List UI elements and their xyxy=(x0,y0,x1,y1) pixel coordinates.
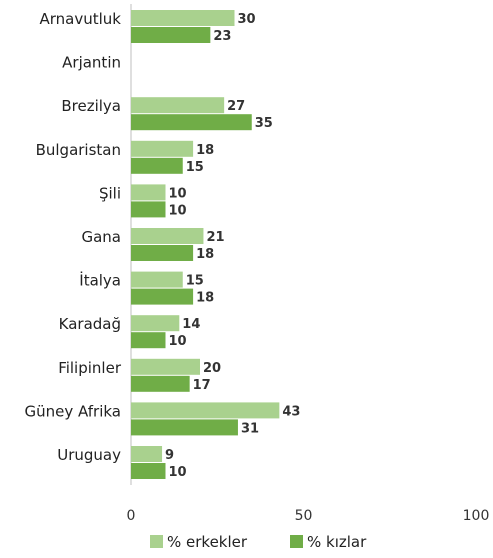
category-label: Karadağ xyxy=(59,315,121,333)
bar-erkekler xyxy=(131,228,204,244)
bar-erkekler xyxy=(131,402,280,419)
value-label: 10 xyxy=(169,203,187,218)
value-label: 14 xyxy=(182,317,200,332)
value-label: 18 xyxy=(196,291,214,306)
value-label: 20 xyxy=(203,361,221,376)
legend-label-kizlar: % kızlar xyxy=(307,533,367,551)
bar-kizlar xyxy=(131,419,238,436)
legend-swatch-kizlar xyxy=(290,535,303,548)
bars-group xyxy=(131,10,280,479)
bar-kizlar xyxy=(131,288,194,305)
legend-label-erkekler: % erkekler xyxy=(167,533,248,551)
bar-erkekler xyxy=(131,10,235,26)
value-label: 9 xyxy=(165,448,174,463)
bar-erkekler xyxy=(131,184,166,201)
bar-kizlar xyxy=(131,157,183,174)
category-label: İtalya xyxy=(79,271,121,290)
bar-kizlar xyxy=(131,332,166,349)
bar-erkekler xyxy=(131,315,180,332)
category-label: Filipinler xyxy=(58,359,122,377)
value-label: 15 xyxy=(186,274,204,289)
bar-erkekler xyxy=(131,446,163,462)
value-label: 10 xyxy=(169,334,187,349)
value-label: 31 xyxy=(241,421,259,436)
bar-kizlar xyxy=(131,463,166,479)
bar-erkekler xyxy=(131,271,183,288)
value-label: 35 xyxy=(255,116,273,131)
category-label: Arnavutluk xyxy=(40,10,122,28)
bar-kizlar xyxy=(131,245,194,261)
bar-kizlar xyxy=(131,201,166,218)
x-tick-label: 100 xyxy=(463,508,490,524)
category-label: Güney Afrika xyxy=(25,402,121,420)
bar-kizlar xyxy=(131,27,211,43)
value-label: 27 xyxy=(227,99,245,114)
value-label: 18 xyxy=(196,143,214,158)
x-axis-ticks: 0 50 100 xyxy=(127,508,490,524)
value-label: 15 xyxy=(186,160,204,175)
value-label: 30 xyxy=(238,12,256,27)
value-label: 18 xyxy=(196,247,214,262)
bar-kizlar xyxy=(131,114,252,131)
value-label: 17 xyxy=(193,378,211,393)
x-tick-label: 50 xyxy=(295,508,313,524)
category-label: Arjantin xyxy=(62,54,121,72)
bar-erkekler xyxy=(131,97,225,114)
value-labels: 30 23 27 35 18 15 10 10 21 18 15 18 14 10 20 17 43 31 9 10 xyxy=(165,12,300,480)
value-label: 10 xyxy=(169,186,187,201)
bar-erkekler xyxy=(131,140,194,157)
x-tick-label: 0 xyxy=(127,508,136,524)
category-label: Bulgaristan xyxy=(36,141,121,159)
bar-erkekler xyxy=(131,358,200,375)
value-label: 21 xyxy=(206,230,224,245)
value-label: 10 xyxy=(169,465,187,480)
category-label: Brezilya xyxy=(61,97,121,115)
bar-kizlar xyxy=(131,375,190,392)
legend: % erkekler % kızlar xyxy=(150,533,367,551)
category-label: Şili xyxy=(99,184,121,202)
category-labels: Arnavutluk Arjantin Brezilya Bulgaristan Şil… xyxy=(25,10,122,464)
legend-swatch-erkekler xyxy=(150,535,163,548)
value-label: 43 xyxy=(282,404,300,419)
category-label: Uruguay xyxy=(57,446,121,464)
value-label: 23 xyxy=(213,29,231,44)
category-label: Gana xyxy=(81,228,121,246)
